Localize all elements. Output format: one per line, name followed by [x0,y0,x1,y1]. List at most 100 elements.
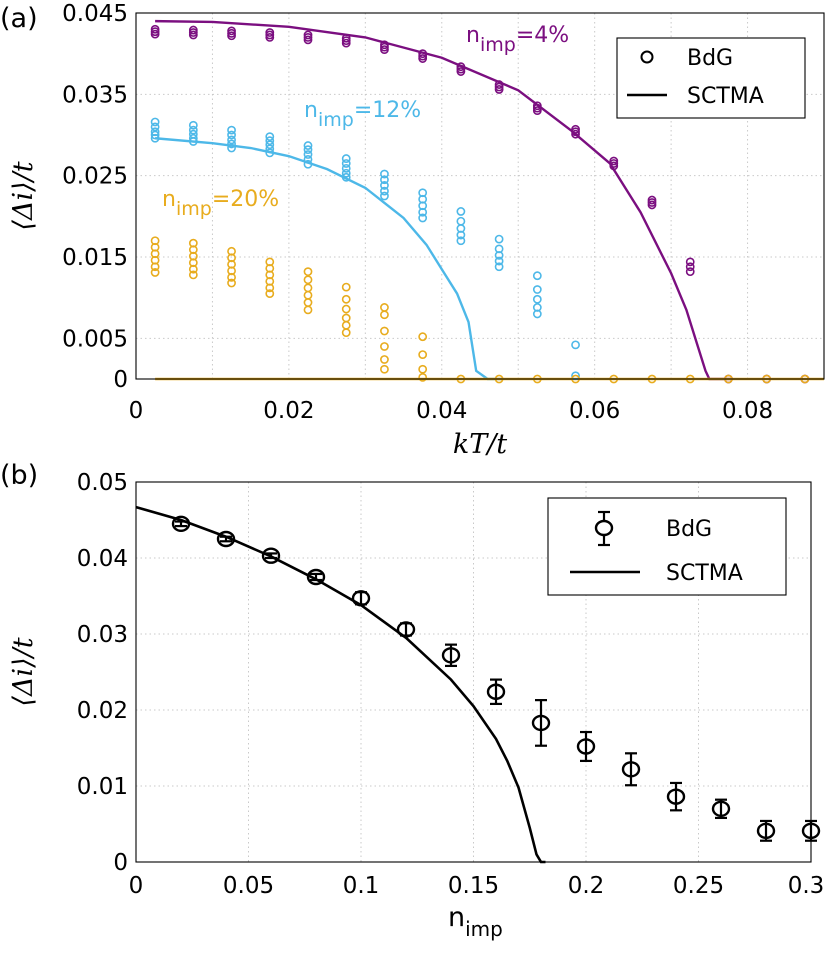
bdg-point [532,271,542,281]
series-annotation: nimp=4% [466,23,569,56]
bdg-point [494,256,504,266]
bdg-point [685,262,695,272]
bdg-point [303,290,313,300]
panel-a: 0 0.02 0.04 0.06 0.08 0 0.005 0.015 0.025 0.035 0.… [0,1,825,460]
legend-bdg-label: BdG [687,46,733,71]
bdg-marker [261,547,281,564]
panel-b-ticks: 0 0.05 0.1 0.15 0.2 0.25 0.3 0 0.01 0.02 0.03 0.04 0… [77,470,825,899]
bdg-point [150,24,160,34]
bdg-point [456,236,466,246]
bdg-point [380,175,389,185]
bdg-point [666,781,686,812]
bdg-point [756,819,776,842]
legend-b-bdg-label: BdG [666,517,712,542]
bdg-marker [351,590,371,607]
bdg-point [380,326,389,336]
bdg-point [396,621,416,638]
bdg-point [265,28,275,37]
y-tick-label: 0.02 [77,698,128,724]
bdg-point [609,156,619,166]
bdg-point [188,120,198,130]
bdg-point [150,130,160,140]
bdg-point [227,125,236,135]
bdg-point [150,268,160,277]
bdg-marker [711,800,731,817]
panel-a-label: (a) [0,3,38,34]
bdg-point [380,364,389,374]
bdg-point [261,547,281,564]
panel-b-series [135,505,821,864]
bdg-point [227,143,236,153]
legend-b-sctma-label: SCTMA [666,561,743,586]
x-tick-label: 0.08 [722,398,773,424]
bdg-point [303,283,313,293]
series-annotation-tail: =12% [354,98,421,123]
y-tick-label: 0 [113,367,128,393]
bdg-point [227,139,236,149]
bdg-marker [531,714,551,732]
bdg-marker [216,530,236,548]
bdg-point [418,364,428,374]
bdg-point [150,122,160,132]
bdg-point [265,136,275,146]
legend-sctma-label: SCTMA [687,84,764,109]
bdg-marker [396,621,416,638]
panel-b-label: (b) [0,460,38,491]
bdg-point [380,181,389,190]
x-tick-label: 0.1 [343,873,380,899]
series-annotation-sub: imp [480,34,516,56]
bdg-point [303,298,313,307]
bdg-point [341,304,351,314]
y-tick-label: 0.035 [62,82,128,108]
y-tick-label: 0.01 [77,774,128,800]
series-annotation-main: n [162,187,176,212]
bdg-point [418,350,428,359]
bdg-point [456,216,466,226]
bdg-point [456,62,466,72]
x-tick-label: 0.06 [569,398,620,424]
bdg-point [532,101,542,111]
bdg-marker [171,515,191,532]
bdg-marker [306,568,326,586]
bdg-point [571,340,580,350]
bdg-marker [576,738,596,755]
bdg-point [303,141,313,150]
bdg-point [685,257,695,267]
bdg-point [351,590,371,607]
series-annotation-main: n [304,98,318,123]
sctma-curve [155,137,503,381]
bdg-point [494,80,504,89]
x-tick-label: 0 [129,398,144,424]
bdg-point [227,26,236,36]
bdg-point [380,310,389,320]
panel-b-xlabel: nimp [448,902,503,941]
bdg-point [188,129,198,139]
sctma-curve [135,505,546,864]
legend-b-bdg-marker [594,519,614,537]
bdg-point [265,148,275,158]
bdg-point [341,168,351,178]
bdg-point [303,267,313,277]
bdg-point [227,246,236,256]
panel-b-xlabel-main: n [448,902,465,933]
x-tick-label: 0 [129,873,144,899]
bdg-point [441,643,461,668]
bdg-point [265,132,275,142]
bdg-point [188,133,198,143]
bdg-marker [486,683,506,700]
series-annotation: nimp=12% [304,98,421,131]
x-tick-label: 0.2 [568,873,605,899]
bdg-point [341,328,351,338]
bdg-point [571,124,580,134]
x-tick-label: 0.05 [223,873,274,899]
bdg-point [188,238,198,248]
bdg-point [685,267,695,277]
series-annotation-sub: imp [318,109,354,131]
x-tick-label: 0.04 [416,398,467,424]
bdg-point [711,798,731,820]
y-tick-label: 0.03 [77,622,128,648]
bdg-point [418,372,428,382]
bdg-point [418,332,428,342]
bdg-point [380,303,389,312]
panel-b: 0 0.05 0.1 0.15 0.2 0.25 0.3 0 0.01 0.02 0.03 0.04 0… [0,460,824,941]
